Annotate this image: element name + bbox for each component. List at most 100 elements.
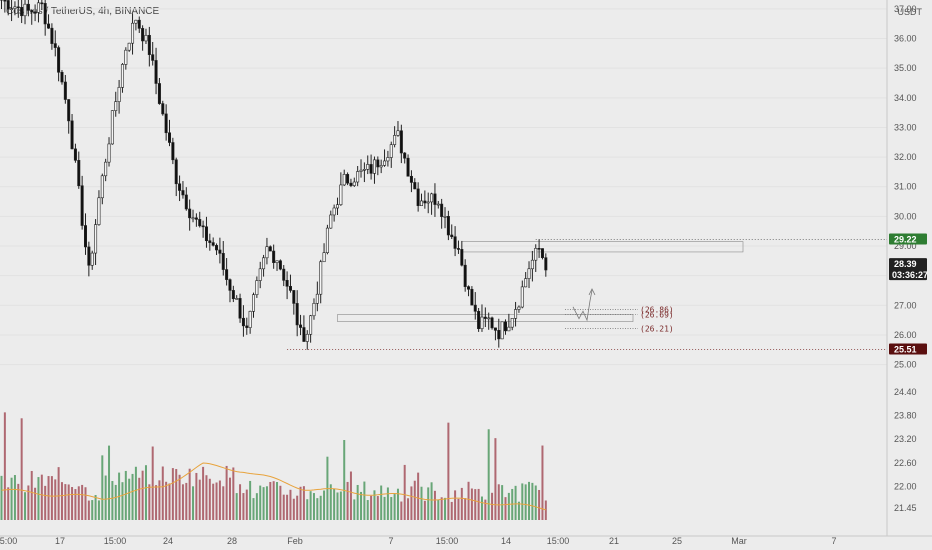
volume-bar-up [333,488,336,520]
volume-bar-down [242,493,245,520]
candle-down [171,142,175,161]
candle-down [453,236,457,249]
volume-bar-up [517,501,520,520]
volume-bar-down [212,483,215,520]
volume-bar-down [60,482,63,520]
volume-bar-up [430,482,433,520]
volume-bar-up [501,485,504,520]
volume-bar-down [77,486,80,520]
volume-bar-down [292,498,295,520]
candle-down [285,280,289,287]
candle-up [487,317,491,320]
candle-up [335,204,339,209]
candle-up [107,143,111,163]
candle-down [87,246,91,266]
volume-bar-down [47,476,50,520]
volume-bar-down [30,470,33,520]
volume-tick-label: 22.60 [894,458,917,468]
candle-down [268,246,272,252]
candle-down [241,317,245,327]
volume-bar-down [450,501,453,520]
candle-up [100,175,104,199]
candle-up [436,203,440,206]
volume-bar-down [57,467,60,520]
volume-bar-down [67,484,70,520]
currency-unit: USDT [897,7,923,17]
volume-bars [0,412,547,520]
candle-down [406,157,410,177]
volume-bar-down [457,498,460,520]
candle-down [147,34,151,55]
candle-down [215,245,219,251]
volume-bar-down [477,488,480,520]
volume-bar-down [423,500,426,520]
candle-up [332,207,336,216]
projection-arrowhead [588,288,596,296]
volume-bar-up [262,487,265,520]
time-tick-label: 14 [501,536,511,546]
volume-bar-up [10,477,13,520]
volume-bar-down [20,418,23,520]
candle-down [53,43,57,48]
price-tick-label: 27.00 [894,300,917,310]
volume-bar-up [531,482,534,520]
candle-down [288,285,292,291]
price-tick-label: 31.00 [894,182,917,192]
candle-up [319,261,323,295]
candle-down [493,327,497,331]
projected-path [572,288,596,322]
candle-up [94,224,98,254]
time-tick-label: 15:00 [0,536,17,546]
volume-bar-down [81,484,84,520]
volume-bar-up [514,485,517,520]
volume-bar-down [138,477,141,520]
volume-bar-down [188,468,191,520]
volume-bar-down [185,482,188,520]
volume-bar-down [403,464,406,520]
volume-bar-down [376,496,379,520]
price-tick-label: 25.00 [894,360,917,370]
volume-bar-up [265,486,268,520]
candle-up [426,201,430,204]
candle-down [450,234,454,238]
volume-bar-down [175,469,178,520]
candle-down [16,6,20,9]
candle-down [231,290,235,300]
projection-level-label: (26.21) [640,325,674,334]
candle-down [168,132,172,143]
candle-down [473,304,477,312]
candle-up [117,87,121,102]
candle-up [275,260,279,263]
volume-bar-up [396,488,399,520]
candle-up [36,2,40,13]
volume-bar-down [17,483,20,520]
volume-bar-down [400,501,403,520]
price-tag-value: 28.39 [894,259,917,269]
volume-bar-down [470,488,473,520]
price-tick-label: 26.00 [894,330,917,340]
candle-up [339,184,343,206]
volume-bar-down [370,495,373,520]
candle-down [537,247,541,250]
candle-down [245,325,249,328]
volume-bar-down [225,465,228,520]
volume-bar-up [390,497,393,520]
candle-down [463,264,467,287]
volume-bar-down [155,485,158,520]
volume-bar-up [366,500,369,520]
candle-up [144,34,148,42]
candle-up [396,130,400,136]
volume-bar-up [0,475,3,520]
volume-bar-down [504,497,507,520]
candle-down [47,23,51,29]
candle-down [467,286,471,290]
candle-down [80,185,84,226]
volume-tick-label: 23.20 [894,434,917,444]
candle-up [90,252,94,266]
candle-down [483,316,487,319]
candle-down [3,0,7,2]
volume-bar-up [144,465,147,520]
volume-bar-down [544,500,547,520]
candle-up [252,294,256,312]
